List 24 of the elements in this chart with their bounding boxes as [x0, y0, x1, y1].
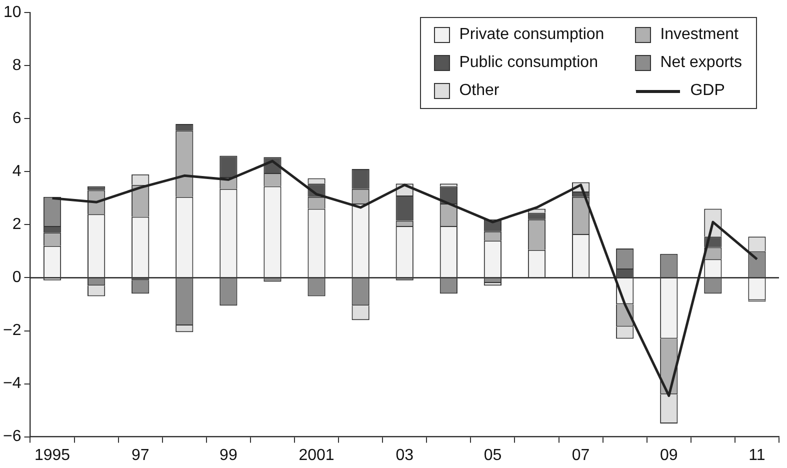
legend-label: GDP [690, 82, 725, 100]
x-tick-label: 05 [484, 446, 502, 464]
y-tick-label: 2 [12, 216, 22, 234]
y-tick-label: 6 [12, 110, 22, 128]
y-tick-label: −2 [2, 322, 22, 340]
legend-label: Investment [660, 26, 738, 44]
x-tick-label: 03 [396, 446, 414, 464]
x-tick-label: 11 [748, 446, 766, 464]
legend-label: Private consumption [459, 26, 604, 44]
y-tick-label: 8 [12, 57, 22, 74]
x-tick-label: 2001 [298, 446, 334, 464]
x-tick-label: 1995 [34, 446, 70, 464]
x-tick-label: 97 [131, 446, 150, 464]
legend-label: Other [459, 82, 500, 100]
y-tick-label: 10 [3, 4, 22, 22]
x-tick-label: 07 [572, 446, 590, 464]
x-tick-label: 09 [660, 446, 678, 464]
y-tick-label: 4 [12, 163, 22, 180]
y-tick-label: −6 [2, 428, 22, 446]
legend-label: Public consumption [459, 54, 598, 72]
x-tick-label: 99 [220, 446, 238, 464]
legend-label: Net exports [660, 54, 742, 72]
y-tick-label: −4 [2, 375, 22, 392]
y-tick-label: 0 [12, 269, 22, 286]
